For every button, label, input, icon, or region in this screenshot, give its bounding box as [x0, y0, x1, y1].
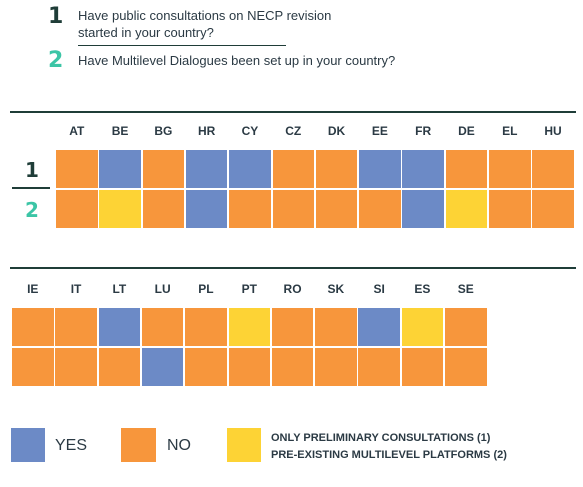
cell-fr-q1 [402, 150, 444, 188]
question-1-text-line2: started in your country? [78, 25, 214, 40]
country-label-cy: CY [241, 124, 259, 138]
cell-it-q1 [55, 308, 97, 346]
cell-lt-q1 [98, 308, 141, 346]
legend-no-label: NO [167, 437, 191, 454]
question-2-text: Have Multilevel Dialogues been set up in… [78, 53, 396, 68]
country-label-dk: DK [327, 124, 346, 138]
country-label-pt: PT [241, 282, 257, 296]
country-label-fr: FR [415, 124, 432, 138]
cell-ie-q1 [12, 308, 54, 346]
cell-lu-q2 [141, 348, 184, 386]
legend-partial-swatch [227, 428, 261, 462]
cell-pl-q2 [185, 348, 227, 386]
country-label-es: ES [414, 282, 431, 296]
cell-pt-q2 [228, 348, 270, 386]
country-label-cz: CZ [285, 124, 302, 138]
legend-yes-swatch [11, 428, 45, 462]
row-label-1: 1 [25, 158, 39, 182]
cell-ee-q1 [359, 150, 401, 188]
question-1-underline [78, 45, 286, 46]
legend-partial-label-line1: ONLY PRELIMINARY CONSULTATIONS (1) [271, 432, 491, 444]
cell-se-q2 [445, 348, 487, 386]
cell-cz-q1 [272, 150, 314, 188]
country-label-pl: PL [198, 282, 214, 296]
country-label-at: AT [69, 124, 85, 138]
cell-cy-q2 [229, 190, 271, 228]
cell-de-q2 [445, 190, 488, 228]
country-label-hu: HU [544, 124, 562, 138]
cell-el-q2 [489, 190, 531, 228]
question-1-text-line1: Have public consultations on NECP revisi… [78, 8, 332, 23]
block-2-top-rule [10, 267, 576, 269]
country-label-bg: BG [154, 124, 173, 138]
cell-si-q1 [358, 308, 400, 346]
cell-be-q1 [99, 150, 141, 188]
cell-el-q1 [489, 150, 531, 188]
cell-lt-q2 [98, 348, 141, 386]
cell-bg-q1 [142, 150, 185, 188]
cell-pt-q1 [228, 308, 270, 346]
cell-dk-q1 [315, 150, 358, 188]
cell-be-q2 [99, 190, 141, 228]
cell-pl-q1 [185, 308, 227, 346]
cell-hu-q1 [532, 150, 574, 188]
legend-no-swatch [121, 428, 156, 462]
cell-ee-q2 [359, 190, 401, 228]
row-label-divider [12, 187, 50, 189]
country-label-ee: EE [371, 124, 388, 138]
cell-hr-q2 [185, 190, 228, 228]
cell-cy-q1 [229, 150, 271, 188]
country-label-sk: SK [327, 282, 345, 296]
question-2-number: 2 [48, 48, 64, 73]
cell-ie-q2 [12, 348, 54, 386]
cell-lu-q1 [141, 308, 184, 346]
country-label-se: SE [457, 282, 474, 296]
cell-ro-q2 [271, 348, 314, 386]
cell-bg-q2 [142, 190, 185, 228]
cell-sk-q2 [315, 348, 357, 386]
cell-hr-q1 [185, 150, 228, 188]
country-label-ie: IE [27, 282, 39, 296]
cell-se-q1 [445, 308, 487, 346]
country-label-de: DE [458, 124, 475, 138]
country-label-ro: RO [283, 282, 302, 296]
row-label-2: 2 [25, 198, 39, 222]
block-1-top-rule [10, 111, 576, 113]
country-label-it: IT [70, 282, 82, 296]
country-label-lu: LU [154, 282, 171, 296]
cell-at-q2 [56, 190, 98, 228]
cell-it-q2 [55, 348, 97, 386]
cell-fr-q2 [402, 190, 444, 228]
country-label-lt: LT [112, 282, 127, 296]
country-label-si: SI [373, 282, 385, 296]
legend-yes-label: YES [55, 437, 88, 454]
cell-at-q1 [56, 150, 98, 188]
cell-sk-q1 [315, 308, 357, 346]
cell-si-q2 [358, 348, 400, 386]
question-1-number: 1 [48, 4, 64, 29]
cell-es-q2 [401, 348, 444, 386]
country-label-be: BE [111, 124, 129, 138]
cell-de-q1 [445, 150, 488, 188]
cell-hu-q2 [532, 190, 574, 228]
country-label-hr: HR [197, 124, 216, 138]
legend-partial-label-line2: PRE-EXISTING MULTILEVEL PLATFORMS (2) [271, 449, 507, 461]
cell-ro-q1 [271, 308, 314, 346]
cell-dk-q2 [315, 190, 358, 228]
cell-cz-q2 [272, 190, 314, 228]
country-label-el: EL [502, 124, 518, 138]
cell-es-q1 [401, 308, 444, 346]
